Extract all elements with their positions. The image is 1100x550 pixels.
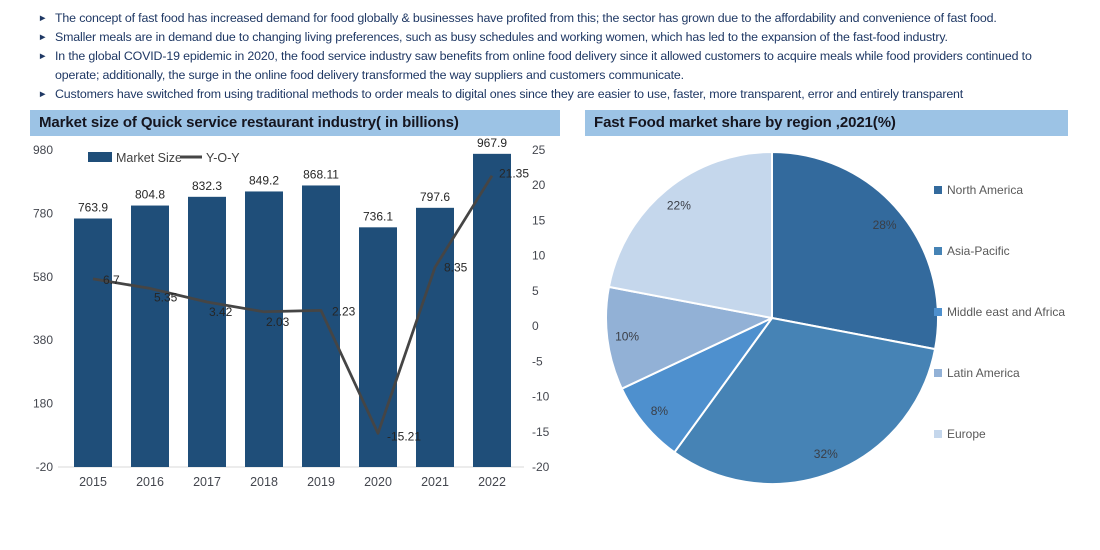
left-axis-tick: -20 bbox=[36, 460, 54, 474]
bar-value-label: 849.2 bbox=[249, 173, 279, 187]
bullet-arrow-icon: ► bbox=[38, 13, 48, 24]
left-axis-tick: 180 bbox=[33, 397, 53, 411]
pie-value-label: 10% bbox=[615, 329, 639, 343]
pie-value-label: 32% bbox=[814, 447, 838, 461]
right-axis-tick: 15 bbox=[532, 213, 546, 227]
line-value-label: 3.42 bbox=[209, 305, 233, 319]
x-axis-label: 2016 bbox=[136, 475, 164, 489]
bar-2017 bbox=[188, 196, 226, 467]
bullet-arrow-icon: ► bbox=[38, 32, 48, 43]
bar-value-label: 804.8 bbox=[135, 188, 165, 202]
left-axis-tick: 380 bbox=[33, 333, 53, 347]
pie-legend-label: Latin America bbox=[947, 366, 1020, 380]
pie-slice-latin-america bbox=[604, 285, 773, 390]
bar-value-label: 832.3 bbox=[192, 179, 222, 193]
yoy-line bbox=[92, 174, 494, 435]
bar-2022 bbox=[473, 153, 511, 467]
pie-legend-swatch bbox=[934, 247, 942, 255]
x-axis-label: 2020 bbox=[364, 475, 392, 489]
left-axis-tick: 780 bbox=[33, 206, 53, 220]
pie-legend-label: Middle east and Africa bbox=[947, 305, 1065, 319]
pie-value-label: 22% bbox=[667, 198, 691, 212]
bullet-item: ► Smaller meals are in demand due to cha… bbox=[38, 28, 1073, 47]
line-value-label: 8.35 bbox=[444, 260, 468, 274]
pie-chart-title: Fast Food market share by region ,2021(%… bbox=[585, 110, 1068, 136]
bullet-item: ► Customers have switched from using tra… bbox=[38, 85, 1073, 104]
market-size-chart-panel: Market size of Quick service restaurant … bbox=[30, 110, 560, 510]
x-axis-label: 2022 bbox=[478, 475, 506, 489]
pie-value-label: 28% bbox=[873, 218, 897, 232]
pie-legend-swatch bbox=[934, 430, 942, 438]
bar-line-chart: 980780580380180-202520151050-5-10-15-207… bbox=[33, 136, 550, 489]
legend-line-label: Y-O-Y bbox=[206, 151, 240, 165]
line-value-label: 2.03 bbox=[266, 315, 290, 329]
left-axis-tick: 980 bbox=[33, 143, 53, 157]
x-axis-label: 2018 bbox=[250, 475, 278, 489]
bar-2021 bbox=[416, 207, 454, 467]
line-value-label: 21.35 bbox=[499, 167, 529, 181]
pie-legend-swatch bbox=[934, 186, 942, 194]
bullet-text: Customers have switched from using tradi… bbox=[55, 87, 964, 101]
bullet-text: Smaller meals are in demand due to chang… bbox=[55, 30, 948, 44]
line-value-label: 2.23 bbox=[332, 304, 356, 318]
bar-value-label: 763.9 bbox=[78, 201, 108, 215]
line-value-label: -15.21 bbox=[387, 429, 421, 443]
bar-2020 bbox=[359, 227, 397, 467]
right-axis-tick: -15 bbox=[532, 425, 550, 439]
pie-legend-label: North America bbox=[947, 183, 1023, 197]
bar-2015 bbox=[74, 218, 112, 467]
bar-2019 bbox=[302, 185, 340, 468]
left-axis-tick: 580 bbox=[33, 270, 53, 284]
market-share-pie-panel: Fast Food market share by region ,2021(%… bbox=[585, 110, 1090, 508]
x-axis-label: 2017 bbox=[193, 475, 221, 489]
bullet-item: ► The concept of fast food has increased… bbox=[38, 9, 1073, 28]
pie-legend-swatch bbox=[934, 369, 942, 377]
right-axis-tick: -20 bbox=[532, 460, 550, 474]
bullet-item: ► In the global COVID-19 epidemic in 202… bbox=[38, 47, 1073, 85]
bullet-text: The concept of fast food has increased d… bbox=[55, 11, 997, 25]
bullet-arrow-icon: ► bbox=[38, 51, 48, 62]
pie-legend-label: Asia-Pacific bbox=[947, 244, 1010, 258]
right-axis-tick: 25 bbox=[532, 143, 546, 157]
bar-value-label: 736.1 bbox=[363, 209, 393, 223]
pie-slice-asia-pacific bbox=[673, 317, 937, 486]
bullet-list: ► The concept of fast food has increased… bbox=[38, 9, 1073, 104]
pie-legend-swatch bbox=[934, 308, 942, 316]
pie-legend-label: Europe bbox=[947, 427, 986, 441]
bar-2016 bbox=[131, 205, 169, 467]
legend-bar-label: Market Size bbox=[116, 151, 182, 165]
x-axis-label: 2021 bbox=[421, 475, 449, 489]
legend-bar-swatch bbox=[88, 152, 112, 162]
bar-value-label: 967.9 bbox=[477, 136, 507, 150]
pie-chart: 28% 32% 8% 10% 22% North America Asia-Pacific M… bbox=[604, 151, 1065, 486]
bar-chart-title: Market size of Quick service restaurant … bbox=[30, 110, 560, 136]
bullet-text: In the global COVID-19 epidemic in 2020,… bbox=[55, 49, 1032, 82]
bar-value-label: 868.11 bbox=[303, 167, 339, 181]
pie-value-label: 8% bbox=[651, 404, 669, 418]
right-axis-tick: 20 bbox=[532, 178, 546, 192]
right-axis-tick: -5 bbox=[532, 354, 543, 368]
pie-slice-north-america bbox=[771, 151, 940, 351]
bar-value-label: 797.6 bbox=[420, 190, 450, 204]
bullet-arrow-icon: ► bbox=[38, 89, 48, 100]
right-axis-tick: 5 bbox=[532, 284, 539, 298]
pie-slice-europe bbox=[607, 151, 773, 319]
x-axis-label: 2015 bbox=[79, 475, 107, 489]
line-value-label: 6.7 bbox=[103, 273, 120, 287]
right-axis-tick: -10 bbox=[532, 390, 550, 404]
right-axis-tick: 10 bbox=[532, 249, 546, 263]
x-axis-label: 2019 bbox=[307, 475, 335, 489]
right-axis-tick: 0 bbox=[532, 319, 539, 333]
bar-2018 bbox=[245, 191, 283, 467]
line-value-label: 5.35 bbox=[154, 290, 178, 304]
